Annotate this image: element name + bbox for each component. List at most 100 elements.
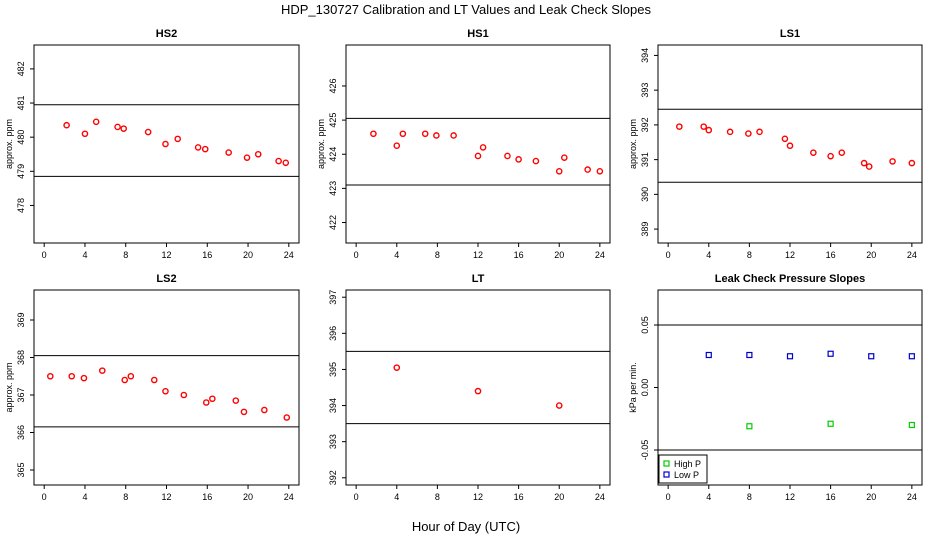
x-tick-label: 8	[123, 492, 128, 502]
data-point	[515, 156, 522, 163]
y-tick-label: 394	[328, 398, 338, 413]
x-tick-label: 0	[42, 492, 47, 502]
data-point	[144, 128, 152, 136]
data-point	[150, 376, 158, 384]
data-point	[746, 423, 753, 430]
data-point	[127, 372, 135, 380]
x-tick-label: 20	[554, 250, 564, 260]
data-point	[474, 387, 482, 395]
y-tick-label: 481	[16, 96, 26, 111]
panel-6: Leak Check Pressure Slopes 0 4 8 12 16 20 24 -0.…	[628, 273, 923, 502]
data-point	[705, 351, 712, 359]
x-tick-label: 12	[473, 492, 483, 502]
data-point	[114, 123, 121, 131]
plot-frame	[345, 44, 611, 244]
panel-title: HS1	[467, 28, 488, 40]
x-tick-label: 20	[554, 492, 564, 502]
y-axis-label: approx. ppm	[4, 362, 14, 412]
y-tick-label: 366	[16, 425, 26, 440]
y-tick-label: 423	[328, 181, 338, 196]
y-tick-label: 480	[16, 130, 26, 145]
panel-1: HS2 0 4 8 12 16 20 24 478 479 480 481 482 approx. ppm	[4, 28, 300, 260]
x-tick-label: 16	[514, 492, 524, 502]
y-tick-label: 478	[16, 198, 26, 213]
y-tick-label: 422	[328, 215, 338, 230]
data-point	[393, 364, 401, 371]
x-tick-label: 0	[666, 492, 671, 502]
y-tick-label: 395	[328, 362, 338, 377]
data-point	[68, 372, 76, 380]
x-tick-label: 24	[284, 250, 294, 260]
x-tick-label: 12	[473, 250, 483, 260]
data-point	[81, 130, 89, 138]
data-point	[889, 158, 896, 165]
x-tick-label: 20	[866, 492, 876, 502]
data-point	[555, 168, 563, 175]
data-point	[202, 399, 210, 406]
y-axis-label: kPa per min.	[628, 362, 638, 413]
x-tick-label: 8	[747, 250, 752, 260]
data-point	[254, 150, 262, 158]
y-tick-label: 389	[640, 222, 650, 237]
data-point	[827, 152, 834, 160]
data-point	[162, 140, 169, 148]
data-point	[174, 135, 182, 143]
y-tick-label: 365	[16, 462, 26, 477]
y-tick-label: 392	[328, 470, 338, 485]
x-tick-label: 4	[394, 492, 399, 502]
data-point	[756, 128, 763, 136]
data-point	[63, 121, 70, 129]
y-tick-label: 390	[640, 187, 650, 202]
x-tick-label: 4	[82, 492, 87, 502]
data-point	[745, 130, 752, 137]
data-point	[726, 128, 734, 136]
x-axis-label: Hour of Day (UTC)	[412, 519, 520, 534]
data-point	[865, 163, 873, 170]
data-point	[80, 374, 88, 382]
data-point	[421, 130, 429, 138]
data-point	[868, 353, 875, 360]
data-point	[908, 159, 916, 167]
x-tick-label: 12	[785, 250, 795, 260]
data-point	[555, 402, 563, 409]
y-tick-label: 369	[16, 312, 26, 327]
data-point	[121, 376, 129, 384]
y-tick-label: 396	[328, 326, 338, 341]
x-tick-label: 12	[161, 492, 171, 502]
y-tick-label: 393	[640, 83, 650, 98]
plot-frame	[345, 289, 611, 486]
y-tick-label: 0.00	[640, 379, 650, 397]
data-point	[596, 168, 604, 175]
data-point	[225, 149, 232, 156]
y-tick-label: -0.05	[640, 440, 650, 461]
data-point	[810, 149, 817, 156]
data-point	[209, 395, 216, 403]
plot-frame	[33, 289, 300, 486]
legend-label: Low P	[674, 470, 699, 480]
plot-frame	[33, 44, 300, 244]
panel-3: LS1 0 4 8 12 16 20 24 389 390 391 392 393 394 approx. …	[628, 28, 923, 260]
x-tick-label: 0	[354, 250, 359, 260]
data-point	[232, 397, 240, 404]
legend-box	[658, 454, 708, 484]
data-point	[433, 132, 440, 139]
y-tick-label: 392	[640, 117, 650, 132]
x-tick-label: 20	[243, 492, 253, 502]
y-tick-label: 426	[328, 78, 338, 93]
data-point	[700, 123, 707, 130]
data-point	[282, 159, 290, 167]
x-tick-label: 24	[907, 492, 917, 502]
panel-4: LS2 0 4 8 12 16 20 24 365 366 367 368 369 approx. ppm	[4, 273, 300, 502]
data-point	[676, 123, 683, 130]
legend-label: High P	[674, 459, 701, 469]
plot-frame	[657, 44, 923, 244]
data-point	[92, 118, 100, 126]
y-tick-label: 397	[328, 290, 338, 305]
y-tick-label: 425	[328, 113, 338, 128]
x-tick-label: 0	[354, 492, 359, 502]
x-tick-label: 20	[866, 250, 876, 260]
x-tick-label: 0	[42, 250, 47, 260]
x-tick-label: 4	[706, 250, 711, 260]
data-point	[180, 391, 188, 399]
